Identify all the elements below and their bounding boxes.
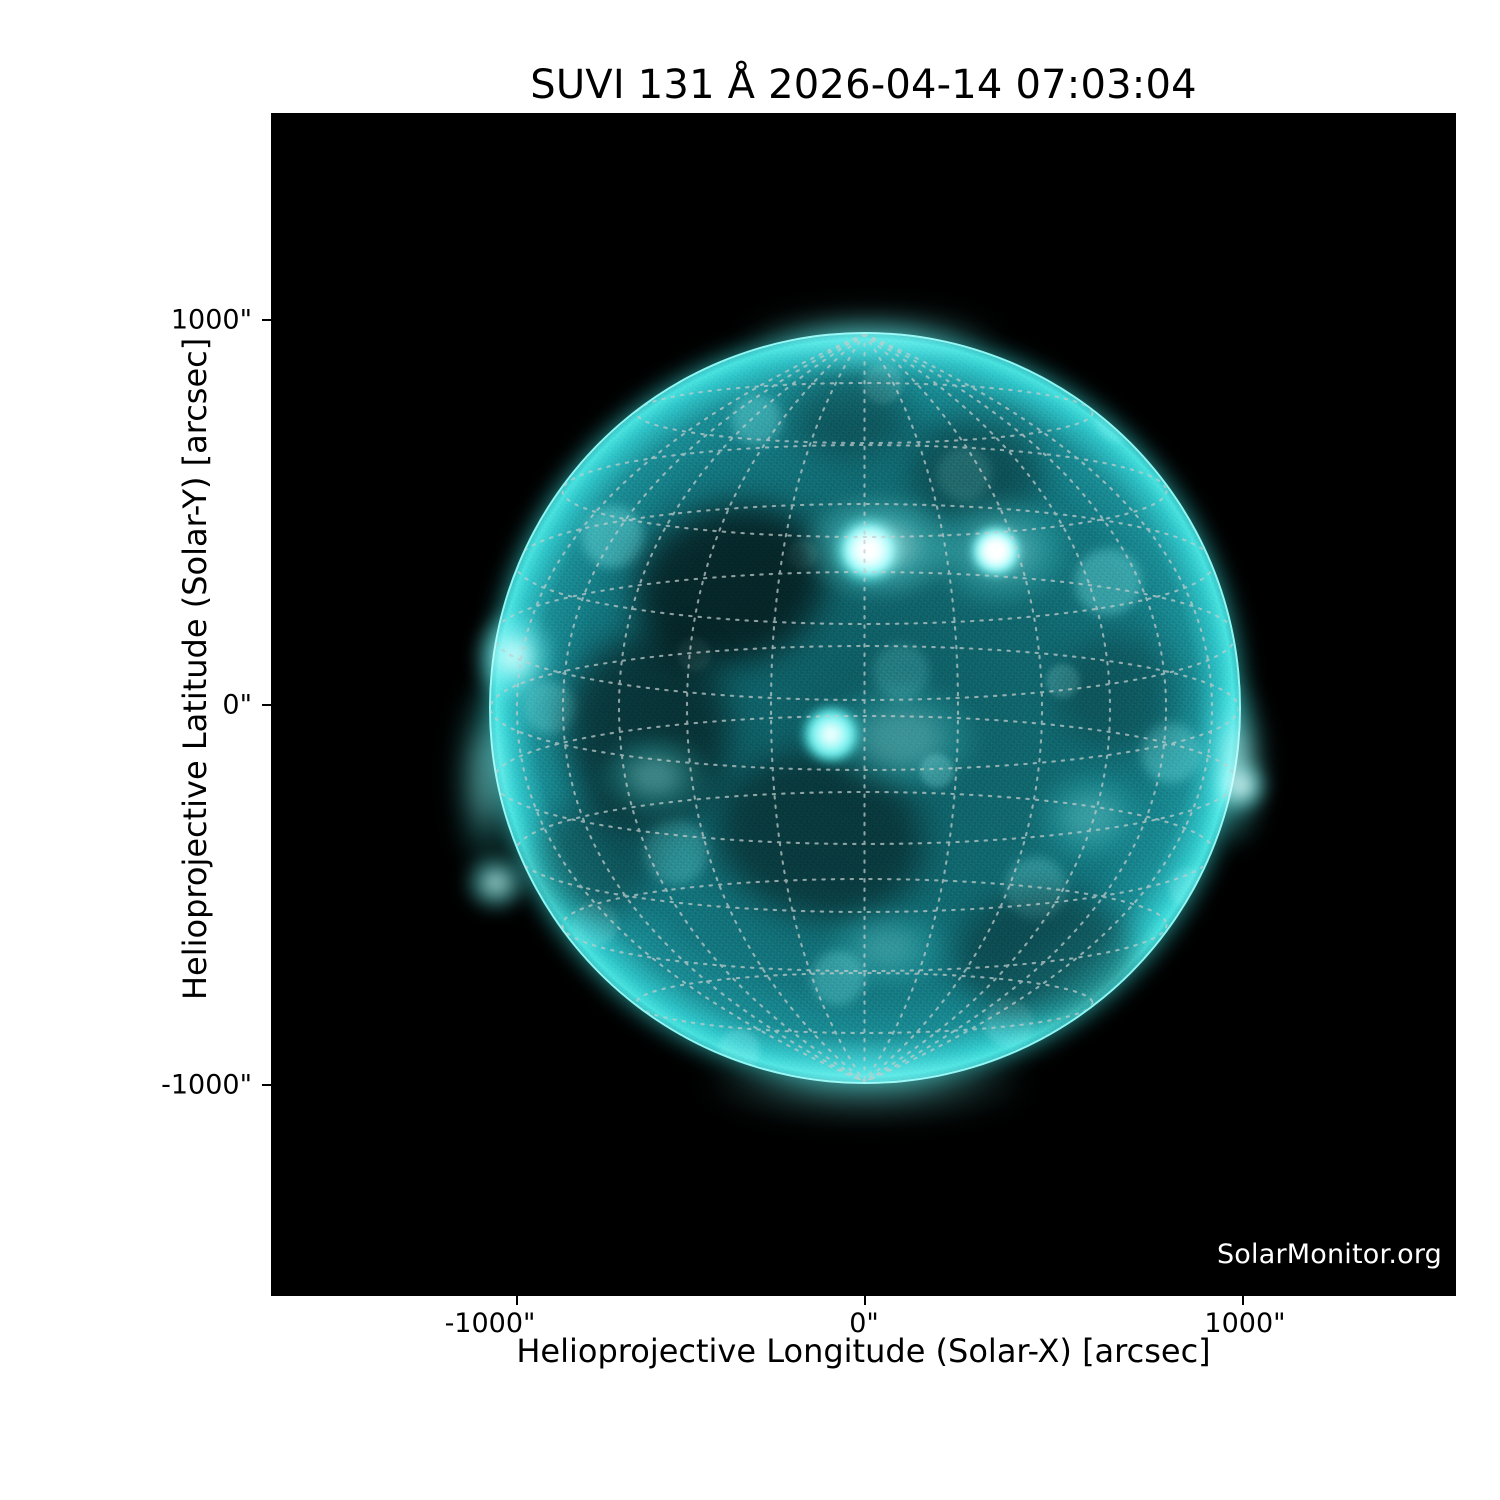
south-limb-glow bbox=[701, 1043, 1031, 1123]
x-tick-label-1000: 1000" bbox=[1204, 1308, 1286, 1339]
x-axis-label: Helioprojective Longitude (Solar-X) [arc… bbox=[516, 1332, 1211, 1370]
watermark: SolarMonitor.org bbox=[1216, 1239, 1442, 1270]
page-title: SUVI 131 Å 2026-04-14 07:03:04 bbox=[530, 62, 1197, 108]
y-axis-label: Helioprojective Latitude (Solar-Y) [arcs… bbox=[176, 337, 214, 1000]
solar-disk-image bbox=[271, 113, 1456, 1296]
y-tick-label-1000: 1000" bbox=[170, 304, 252, 336]
east-limb-loops bbox=[449, 673, 519, 883]
y-tick-1000 bbox=[262, 319, 271, 321]
east-limb-bright-point bbox=[461, 851, 531, 915]
north-limb-glow bbox=[741, 308, 1001, 368]
y-tick--1000 bbox=[262, 1084, 271, 1086]
image-plot-area[interactable]: SolarMonitor.org bbox=[271, 113, 1456, 1296]
x-tick--1000 bbox=[516, 1296, 518, 1305]
solar-limb-glow bbox=[475, 319, 1254, 1097]
y-tick-label-0: 0" bbox=[222, 689, 252, 721]
y-tick-0 bbox=[262, 704, 271, 706]
x-tick-label--1000: -1000" bbox=[444, 1308, 536, 1339]
x-tick-1000 bbox=[1242, 1296, 1244, 1305]
x-tick-0 bbox=[864, 1296, 866, 1305]
west-limb-bright-point bbox=[1213, 758, 1271, 814]
y-tick-label--1000: -1000" bbox=[161, 1069, 252, 1101]
x-tick-label-0: 0" bbox=[849, 1308, 879, 1339]
